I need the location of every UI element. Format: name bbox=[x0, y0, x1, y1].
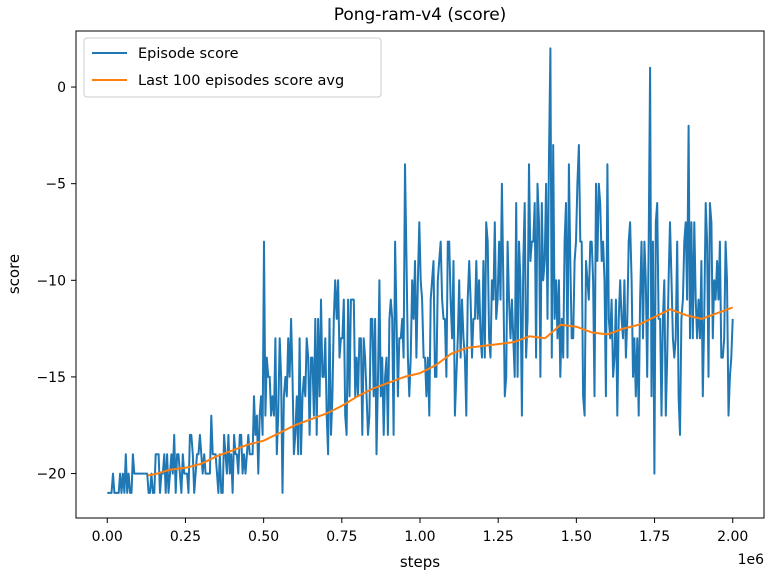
x-tick-label: 1.75 bbox=[639, 529, 670, 545]
y-tick-label: −15 bbox=[36, 370, 66, 386]
x-tick-label: 1.50 bbox=[561, 529, 592, 545]
x-tick-label: 1.25 bbox=[483, 529, 514, 545]
legend-label-episode-score: Episode score bbox=[138, 46, 239, 62]
legend-box bbox=[83, 37, 382, 98]
legend-label-score-avg: Last 100 episodes score avg bbox=[138, 73, 344, 89]
x-axis-label: steps bbox=[400, 553, 440, 571]
x-tick-label: 0.75 bbox=[326, 529, 357, 545]
y-axis: 0 −5 −10 −15 −20 bbox=[36, 80, 76, 483]
x-tick-label: 0.25 bbox=[170, 529, 201, 545]
y-tick-label: −10 bbox=[36, 273, 66, 289]
legend: Episode score Last 100 episodes score av… bbox=[83, 37, 382, 98]
x-axis-multiplier: 1e6 bbox=[738, 552, 765, 568]
y-tick-label: −20 bbox=[36, 467, 66, 483]
y-tick-label: −5 bbox=[45, 177, 66, 193]
x-axis: 0.00 0.25 0.50 0.75 1.00 1.25 1.50 1.75 2.00 bbox=[92, 518, 748, 545]
chart-title: Pong-ram-v4 (score) bbox=[334, 5, 507, 25]
x-tick-label: 2.00 bbox=[717, 529, 748, 545]
x-tick-label: 0.50 bbox=[248, 529, 279, 545]
x-tick-label: 0.00 bbox=[92, 529, 123, 545]
series-line-score-avg bbox=[147, 306, 734, 477]
x-tick-label: 1.00 bbox=[404, 529, 435, 545]
y-axis-label: score bbox=[5, 254, 23, 294]
y-tick-label: 0 bbox=[57, 80, 66, 96]
series-line-episode-score bbox=[107, 47, 734, 494]
